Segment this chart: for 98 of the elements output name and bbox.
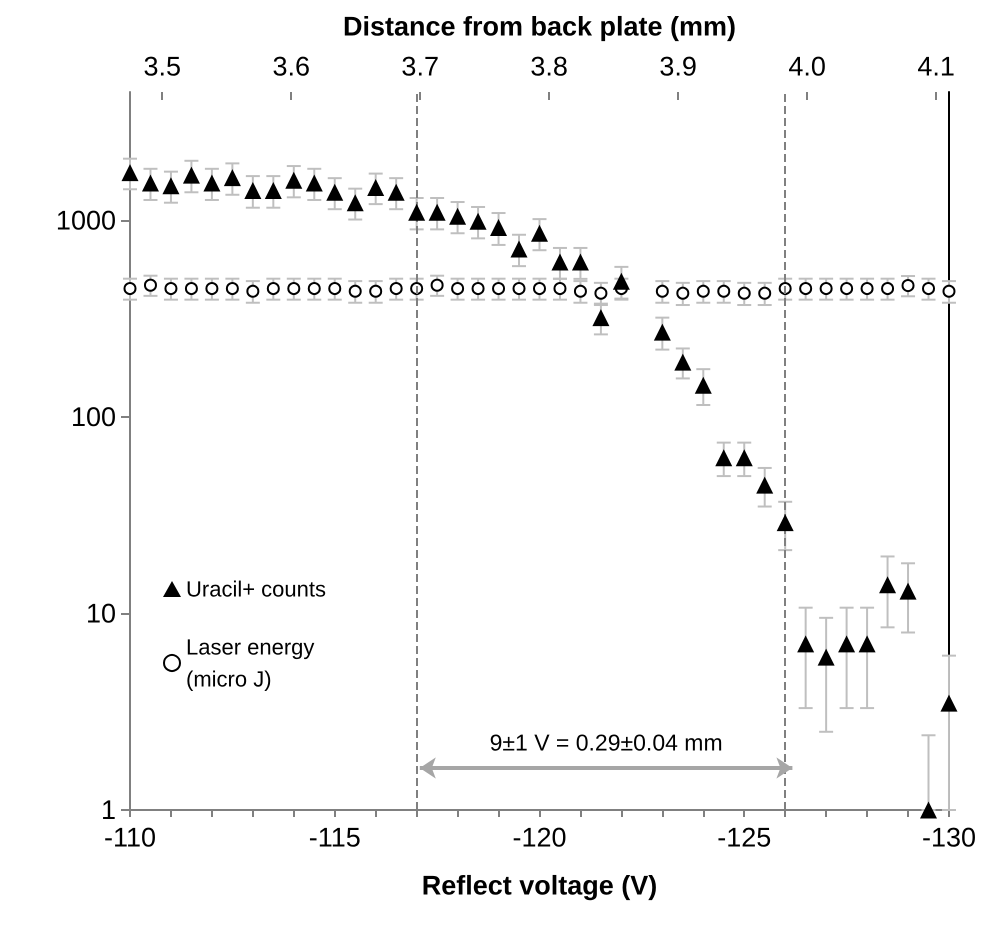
point (369, 284, 382, 298)
point (654, 324, 671, 341)
point (902, 279, 915, 292)
point (266, 282, 280, 296)
point (348, 284, 362, 298)
x-tick-label: -115 (308, 822, 361, 852)
point (838, 635, 856, 652)
point (184, 282, 198, 296)
legend-label: Uracil+ counts (186, 576, 326, 602)
point (942, 284, 956, 298)
point (553, 282, 566, 296)
point (205, 282, 218, 296)
x-axis-title: Reflect voltage (V) (422, 870, 658, 900)
point (676, 286, 690, 300)
point (472, 282, 485, 296)
x2-tick-label: 3.8 (530, 52, 568, 82)
point (881, 282, 894, 296)
y-tick-label: 1 (100, 795, 116, 825)
point (840, 282, 854, 296)
point (574, 284, 587, 298)
point (820, 282, 833, 296)
point (860, 282, 874, 296)
point (656, 284, 669, 298)
x-tick-label: -120 (512, 822, 567, 852)
point (390, 282, 403, 296)
point (920, 802, 938, 818)
point (490, 219, 508, 236)
point (940, 694, 958, 712)
point (572, 254, 589, 271)
point (449, 208, 466, 225)
point (430, 278, 444, 292)
point (551, 254, 568, 271)
point (858, 635, 876, 652)
y-tick-label: 1000 (56, 205, 116, 236)
point (308, 282, 321, 296)
point (224, 169, 241, 186)
point (900, 582, 917, 600)
point (226, 282, 239, 296)
legend-label: Laser energy (micro J) (186, 634, 321, 692)
point (512, 282, 526, 296)
point (264, 182, 282, 199)
point (758, 286, 772, 300)
point (287, 282, 300, 296)
point (326, 184, 344, 201)
point (756, 476, 774, 494)
point (122, 164, 138, 182)
x2-tick-label: 3.9 (659, 52, 697, 82)
point (694, 376, 712, 394)
point (738, 286, 751, 300)
point (674, 354, 692, 371)
point (164, 282, 178, 296)
point (408, 204, 426, 221)
point (530, 224, 548, 242)
point (451, 282, 464, 296)
point (612, 272, 630, 290)
point (879, 576, 896, 594)
point (592, 309, 610, 326)
x2-tick-label: 3.5 (143, 52, 182, 82)
point (922, 282, 936, 296)
point (696, 284, 710, 298)
point (428, 204, 446, 221)
point (533, 282, 546, 296)
point (203, 174, 220, 192)
y-tick-label: 100 (70, 402, 116, 432)
x2-tick-label: 3.7 (401, 52, 439, 82)
x-tick-label: -130 (922, 822, 976, 852)
point (346, 194, 364, 212)
point (717, 284, 730, 298)
x-tick-label: -110 (104, 822, 156, 852)
point (244, 182, 262, 199)
x2-axis-title: Distance from back plate (mm) (342, 12, 736, 42)
point (144, 278, 157, 292)
x2-tick-label: 4.0 (788, 52, 826, 82)
x-tick-label: -125 (717, 822, 772, 852)
point (328, 282, 342, 296)
point (388, 184, 405, 201)
point (246, 284, 260, 298)
point (285, 172, 302, 189)
point (594, 286, 608, 300)
point (142, 174, 159, 192)
point (818, 648, 835, 666)
annotation: 9±1 V = 0.29±0.04 mm (490, 730, 723, 756)
x2-tick-label: 4.1 (917, 52, 955, 82)
point (799, 282, 812, 296)
point (736, 449, 753, 466)
point (124, 282, 136, 296)
point (492, 282, 506, 296)
point (715, 449, 732, 466)
point (182, 166, 200, 184)
point (162, 177, 180, 194)
point (367, 178, 384, 196)
point (776, 514, 794, 532)
point (470, 212, 487, 230)
point (797, 635, 814, 652)
y-tick-label: 10 (86, 598, 116, 628)
point (510, 240, 528, 258)
point (306, 174, 323, 192)
x2-tick-label: 3.6 (272, 52, 310, 82)
